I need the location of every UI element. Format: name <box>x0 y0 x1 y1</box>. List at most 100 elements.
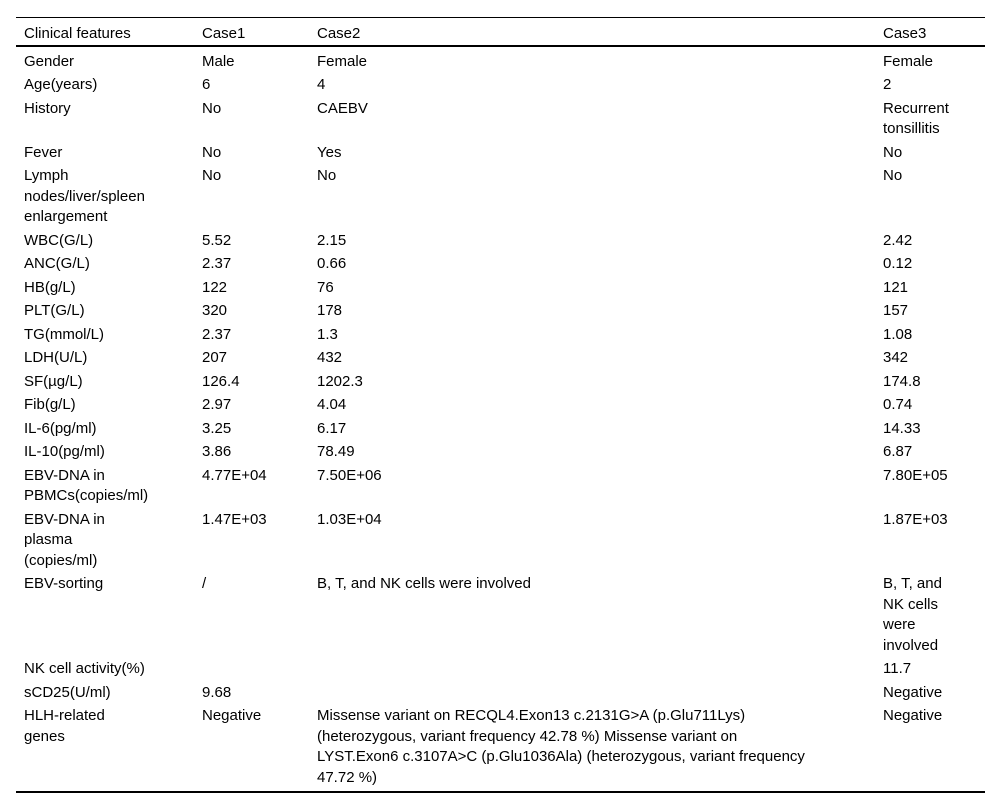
cell-case3: No <box>883 167 903 184</box>
cell-case3: 174.8 <box>883 372 921 390</box>
table-row: IL-6(pg/ml) 3.25 6.17 14.33 <box>16 419 985 443</box>
column-header-case3: Case3 <box>875 17 985 47</box>
table-row: ANC(G/L) 2.37 0.66 0.12 <box>16 254 985 278</box>
cell-case1: Male <box>202 52 235 70</box>
cell-case1: 126.4 <box>202 372 240 390</box>
table-row: SF(µg/L) 126.4 1202.3 174.8 <box>16 372 985 396</box>
cell-case2: 4 <box>317 76 326 93</box>
cell-case1: 320 <box>202 302 228 319</box>
cell-case1: 9.68 <box>202 683 232 701</box>
cell-case2: 78.49 <box>317 443 355 460</box>
row-feature-label: Fib(g/L) <box>24 396 76 413</box>
row-feature-label: TG(mmol/L) <box>24 325 104 343</box>
cell-case1: / <box>202 575 207 592</box>
row-feature-label: IL-6(pg/ml) <box>24 419 97 437</box>
table-row: History No CAEBV Recurrent tonsillitis <box>16 99 985 143</box>
cell-case1: 5.52 <box>202 231 232 249</box>
row-feature-label: Fever <box>24 143 63 161</box>
cell-case1: 4.77E+04 <box>202 466 267 484</box>
cell-case2 <box>309 683 875 707</box>
cell-case1: 6 <box>202 76 211 93</box>
column-header-case2: Case2 <box>309 17 875 47</box>
table-row: Fever No Yes No <box>16 143 985 167</box>
cell-case3: 14.33 <box>883 419 921 437</box>
row-feature-label: IL-10(pg/ml) <box>24 443 105 460</box>
cell-case1: No <box>202 143 222 161</box>
cell-case1: No <box>202 167 222 184</box>
row-feature-label: sCD25(U/ml) <box>24 683 111 701</box>
row-feature-label: Lymph nodes/liver/spleen enlargement <box>24 167 145 225</box>
table-row: WBC(G/L) 5.52 2.15 2.42 <box>16 231 985 255</box>
cell-case1: Negative <box>202 707 262 724</box>
cell-case3: 6.87 <box>883 443 913 460</box>
cell-case2: 76 <box>317 278 334 296</box>
table-body: Gender Male Female Female Age(years) 6 4 2 Histo… <box>16 46 985 793</box>
cell-case3: 11.7 <box>883 660 912 677</box>
paper-page: Clinical features Case1 Case2 Case3 Gend… <box>16 17 985 793</box>
cell-case1: 207 <box>202 349 228 366</box>
clinical-features-table: Clinical features Case1 Case2 Case3 Gend… <box>16 17 985 793</box>
cell-case1: No <box>202 99 222 117</box>
cell-case3: Recurrent tonsillitis <box>883 99 949 138</box>
cell-case2: 1.03E+04 <box>317 510 382 528</box>
cell-case3: 0.12 <box>883 255 913 272</box>
table-row: HLH-related genes Negative Missense varian… <box>16 706 985 792</box>
table-row: HB(g/L) 122 76 121 <box>16 278 985 302</box>
table-row: NK cell activity(%) 11.7 <box>16 659 985 683</box>
cell-case2: B, T, and NK cells were involved <box>317 575 531 592</box>
table-row: Age(years) 6 4 2 <box>16 75 985 99</box>
cell-case2: 2.15 <box>317 231 347 249</box>
row-feature-label: EBV-DNA in plasma (copies/ml) <box>24 510 105 569</box>
row-feature-label: PLT(G/L) <box>24 302 85 319</box>
cell-case2: Yes <box>317 143 342 161</box>
cell-case3: 342 <box>883 349 909 366</box>
table-row: EBV-DNA in plasma (copies/ml) 1.47E+03 1.0… <box>16 510 985 575</box>
table-row: EBV-DNA in PBMCs(copies/ml) 4.77E+04 7.50E… <box>16 466 985 510</box>
cell-case2: 4.04 <box>317 396 347 413</box>
row-feature-label: LDH(U/L) <box>24 349 88 366</box>
row-feature-label: HLH-related genes <box>24 707 105 745</box>
cell-case3: 0.74 <box>883 396 913 413</box>
cell-case2: 0.66 <box>317 255 347 272</box>
cell-case2: Female <box>317 52 368 70</box>
cell-case1: 3.25 <box>202 419 232 437</box>
cell-case2: 7.50E+06 <box>317 466 382 484</box>
table-row: Fib(g/L) 2.97 4.04 0.74 <box>16 395 985 419</box>
cell-case2: Missense variant on RECQL4.Exon13 c.2131… <box>317 707 805 786</box>
cell-case3: 121 <box>883 278 909 296</box>
cell-case1: 1.47E+03 <box>202 510 267 528</box>
cell-case2: 6.17 <box>317 419 347 437</box>
header-row: Clinical features Case1 Case2 Case3 <box>16 17 985 47</box>
row-feature-label: EBV-sorting <box>24 575 104 592</box>
row-feature-label: NK cell activity(%) <box>24 660 145 677</box>
cell-case1: 3.86 <box>202 443 232 460</box>
cell-case2: No <box>317 167 337 184</box>
row-feature-label: HB(g/L) <box>24 278 76 296</box>
column-header-case1: Case1 <box>194 17 309 47</box>
cell-case1: 2.37 <box>202 325 232 343</box>
table-row: IL-10(pg/ml) 3.86 78.49 6.87 <box>16 442 985 466</box>
table-row: sCD25(U/ml) 9.68 Negative <box>16 683 985 707</box>
cell-case3: 1.87E+03 <box>883 510 948 528</box>
row-feature-label: ANC(G/L) <box>24 255 90 272</box>
row-feature-label: WBC(G/L) <box>24 231 94 249</box>
cell-case3: 1.08 <box>883 325 913 343</box>
row-feature-label: History <box>24 99 71 117</box>
table-row: TG(mmol/L) 2.37 1.3 1.08 <box>16 325 985 349</box>
cell-case2: CAEBV <box>317 99 368 117</box>
cell-case1: 2.97 <box>202 396 232 413</box>
cell-case2: 1.3 <box>317 325 338 343</box>
cell-case3: Negative <box>883 707 943 724</box>
table-row: PLT(G/L) 320 178 157 <box>16 301 985 325</box>
cell-case3: 2.42 <box>883 231 913 249</box>
cell-case1 <box>194 659 309 683</box>
cell-case2 <box>309 659 875 683</box>
column-header-clinical-features: Clinical features <box>16 17 194 47</box>
table-row: EBV-sorting / B, T, and NK cells were invo… <box>16 574 985 659</box>
row-feature-label: Age(years) <box>24 76 98 93</box>
cell-case2: 432 <box>317 349 343 366</box>
cell-case3: 2 <box>883 76 892 93</box>
cell-case3: 7.80E+05 <box>883 466 948 484</box>
table-row: LDH(U/L) 207 432 342 <box>16 348 985 372</box>
row-feature-label: Gender <box>24 52 75 70</box>
